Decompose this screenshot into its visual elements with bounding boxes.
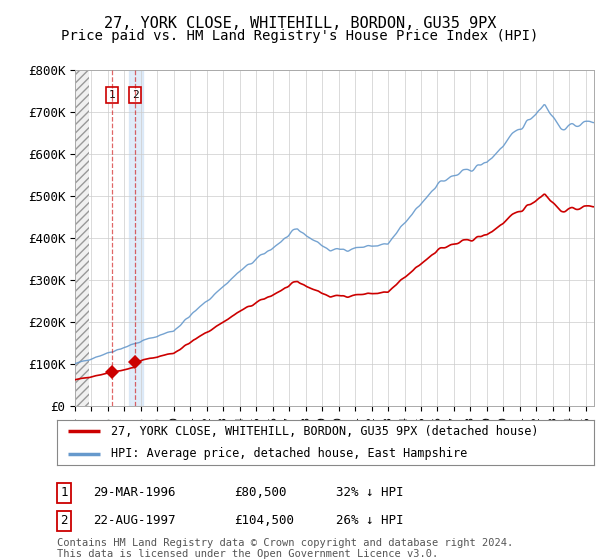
Text: 2: 2 bbox=[132, 90, 139, 100]
Text: 29-MAR-1996: 29-MAR-1996 bbox=[93, 486, 176, 500]
Text: 1: 1 bbox=[109, 90, 115, 100]
Text: 27, YORK CLOSE, WHITEHILL, BORDON, GU35 9PX (detached house): 27, YORK CLOSE, WHITEHILL, BORDON, GU35 … bbox=[111, 424, 538, 438]
Text: 2: 2 bbox=[61, 514, 68, 528]
Text: 26% ↓ HPI: 26% ↓ HPI bbox=[336, 514, 404, 528]
Text: 1: 1 bbox=[61, 486, 68, 500]
Bar bbox=[75, 70, 89, 406]
Text: 22-AUG-1997: 22-AUG-1997 bbox=[93, 514, 176, 528]
Text: Contains HM Land Registry data © Crown copyright and database right 2024.: Contains HM Land Registry data © Crown c… bbox=[57, 538, 513, 548]
Text: Price paid vs. HM Land Registry's House Price Index (HPI): Price paid vs. HM Land Registry's House … bbox=[61, 29, 539, 43]
Text: 27, YORK CLOSE, WHITEHILL, BORDON, GU35 9PX: 27, YORK CLOSE, WHITEHILL, BORDON, GU35 … bbox=[104, 16, 496, 31]
Text: £80,500: £80,500 bbox=[234, 486, 287, 500]
Text: HPI: Average price, detached house, East Hampshire: HPI: Average price, detached house, East… bbox=[111, 447, 467, 460]
Bar bbox=[130, 70, 143, 406]
Text: 32% ↓ HPI: 32% ↓ HPI bbox=[336, 486, 404, 500]
Text: £104,500: £104,500 bbox=[234, 514, 294, 528]
Text: This data is licensed under the Open Government Licence v3.0.: This data is licensed under the Open Gov… bbox=[57, 549, 438, 559]
